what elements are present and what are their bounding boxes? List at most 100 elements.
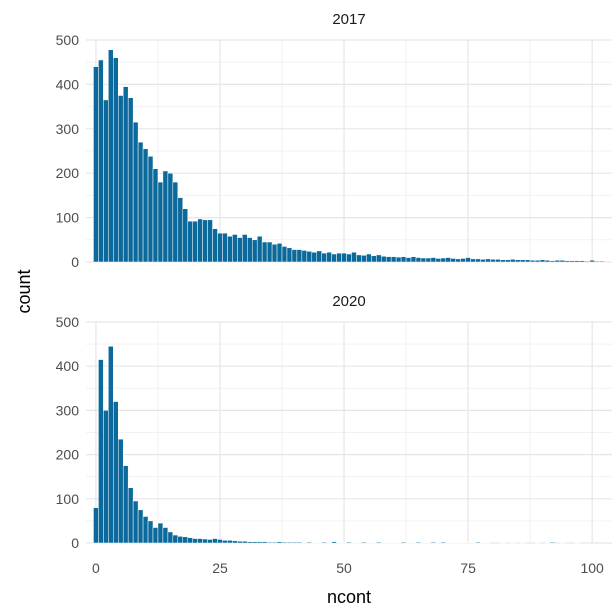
histogram-bar bbox=[182, 208, 188, 263]
histogram-bar bbox=[346, 541, 352, 544]
histogram-bar bbox=[172, 534, 179, 544]
histogram-bar bbox=[405, 257, 412, 263]
histogram-bar bbox=[539, 259, 546, 263]
histogram-bar bbox=[271, 541, 278, 544]
histogram-bar bbox=[162, 170, 169, 263]
histogram-bar bbox=[118, 438, 124, 544]
histogram-bar bbox=[475, 258, 481, 263]
histogram-bar bbox=[187, 537, 193, 544]
histogram-bar bbox=[197, 218, 203, 263]
histogram-bar bbox=[227, 235, 233, 263]
histogram-bar bbox=[400, 256, 407, 263]
histogram-bar bbox=[172, 181, 179, 263]
histogram-bar bbox=[430, 257, 437, 263]
histogram-bar bbox=[251, 239, 258, 263]
minor-gridlines bbox=[86, 322, 612, 543]
histogram-bar bbox=[584, 260, 590, 263]
histogram-bar bbox=[237, 237, 243, 263]
bars-2017 bbox=[93, 49, 605, 263]
y-tick-label: 400 bbox=[56, 76, 80, 92]
histogram-bar bbox=[108, 49, 114, 263]
histogram-bar bbox=[286, 247, 293, 263]
histogram-bar bbox=[212, 538, 218, 544]
histogram-bar bbox=[326, 251, 332, 263]
histogram-bar bbox=[177, 197, 184, 263]
histogram-bar bbox=[157, 522, 164, 544]
histogram-bar bbox=[197, 538, 203, 544]
histogram-bar bbox=[202, 219, 208, 263]
histogram-bar bbox=[366, 253, 372, 263]
histogram-bar bbox=[425, 257, 432, 263]
facet-label-2020: 2020 bbox=[332, 293, 365, 310]
histogram-bar bbox=[549, 541, 556, 544]
histogram-bar bbox=[182, 536, 188, 544]
histogram-bar bbox=[505, 259, 511, 263]
histogram-bar bbox=[381, 255, 387, 263]
histogram-bar bbox=[222, 232, 228, 263]
y-tick-label: 300 bbox=[56, 402, 80, 418]
histogram-bar bbox=[410, 256, 417, 263]
histogram-bar bbox=[167, 172, 174, 263]
histogram-bar bbox=[147, 520, 154, 544]
histogram-bar bbox=[261, 541, 268, 544]
histogram-bar bbox=[534, 259, 541, 263]
histogram-bar bbox=[346, 253, 352, 263]
histogram-bar bbox=[207, 219, 213, 263]
y-tick-label: 200 bbox=[56, 165, 80, 181]
y-axis-title: count bbox=[14, 269, 34, 313]
histogram-bar bbox=[430, 541, 437, 544]
histogram-bar bbox=[440, 541, 447, 544]
histogram-bar bbox=[361, 541, 367, 544]
y-tick-label: 500 bbox=[56, 314, 80, 330]
histogram-bar bbox=[435, 258, 442, 263]
histogram-bar bbox=[495, 259, 501, 263]
histogram-bar bbox=[132, 121, 139, 263]
y-tick-label: 100 bbox=[56, 491, 80, 507]
histogram-bar bbox=[132, 500, 139, 544]
histogram-bar bbox=[217, 539, 223, 544]
y-tick-label: 0 bbox=[71, 535, 79, 551]
histogram-bar bbox=[445, 257, 451, 263]
histogram-bar bbox=[222, 540, 228, 544]
histogram-bar bbox=[103, 99, 109, 263]
histogram-bar bbox=[500, 259, 506, 263]
histogram-bar bbox=[122, 86, 129, 263]
histogram-bar bbox=[177, 536, 184, 544]
histogram-bar bbox=[510, 259, 516, 263]
histogram-bar bbox=[247, 237, 253, 263]
histogram-bar bbox=[291, 541, 298, 544]
histogram-bar bbox=[455, 258, 461, 263]
histogram-bar bbox=[108, 346, 114, 544]
histogram-bar bbox=[376, 254, 382, 263]
histogram-bar bbox=[554, 259, 561, 263]
histogram-bar bbox=[331, 541, 337, 544]
histogram-bar bbox=[286, 541, 293, 544]
histogram-bar bbox=[137, 141, 144, 263]
panel-2020: 0 100 200 300 400 500 2020 bbox=[56, 293, 612, 551]
x-tick-label: 50 bbox=[336, 560, 352, 576]
histogram-bar bbox=[519, 259, 526, 263]
x-tick-label: 75 bbox=[460, 560, 476, 576]
histogram-bar bbox=[574, 260, 580, 263]
histogram-bar bbox=[237, 540, 243, 544]
histogram-bar bbox=[316, 250, 322, 263]
histogram-bar bbox=[162, 527, 169, 544]
histogram-bar bbox=[336, 252, 342, 263]
histogram-bar bbox=[440, 257, 447, 263]
y-tick-label: 0 bbox=[71, 254, 79, 270]
histogram-bar bbox=[415, 541, 422, 544]
histogram-bar bbox=[113, 401, 119, 544]
histogram-bar bbox=[256, 235, 263, 263]
x-tick-labels: 0 25 50 75 100 bbox=[92, 560, 604, 576]
histogram-bar bbox=[485, 258, 491, 263]
histogram-bar bbox=[98, 359, 104, 544]
y-tick-label: 500 bbox=[56, 32, 80, 48]
facet-label-2017: 2017 bbox=[332, 11, 365, 28]
histogram-bar bbox=[232, 234, 238, 263]
histogram-bar bbox=[232, 540, 238, 544]
histogram-bar bbox=[361, 255, 367, 263]
histogram-bar bbox=[261, 241, 268, 263]
histogram-bar bbox=[118, 95, 124, 263]
bars-2020 bbox=[93, 346, 580, 544]
histogram-bar bbox=[524, 259, 531, 263]
